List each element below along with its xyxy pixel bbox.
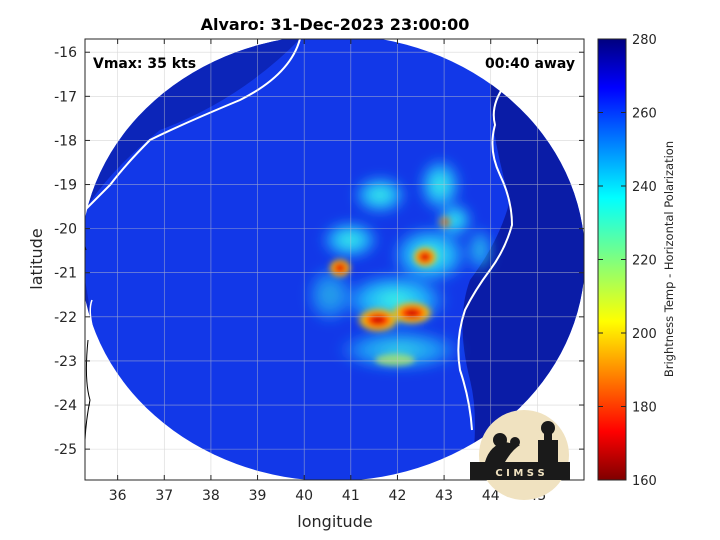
y-tick-label: -21	[54, 266, 77, 282]
colorbar-tick-label: 200	[632, 327, 657, 342]
coastline-africa	[85, 39, 301, 211]
axes-frame	[84, 38, 585, 481]
x-tick-label: 37	[155, 488, 173, 504]
y-tick-label: -23	[54, 354, 77, 370]
x-tick-label: 38	[202, 488, 220, 504]
colorbar-tick-label: 260	[632, 107, 657, 122]
y-tick-label: -19	[54, 178, 77, 194]
y-tick-label: -16	[54, 45, 77, 61]
colorbar-ticks: 280 260 240 220 200 180 160	[598, 33, 657, 489]
y-tick-label: -17	[54, 89, 77, 105]
logo-text: C I M S S	[495, 468, 544, 479]
y-tick-label: -25	[54, 442, 77, 458]
x-tick-label: 36	[109, 488, 127, 504]
x-tick-label: 39	[249, 488, 267, 504]
colorbar-tick-label: 180	[632, 401, 657, 416]
colorbar-tick-label: 160	[632, 474, 657, 489]
colorbar-tick-label: 220	[632, 254, 657, 269]
x-axis-label: longitude	[297, 512, 372, 531]
colorbar-label: Brightness Temp - Horizontal Polarizatio…	[662, 141, 676, 377]
x-tick-label: 44	[482, 488, 500, 504]
time-offset-label: 00:40 away	[485, 56, 575, 72]
x-tick-label: 42	[389, 488, 407, 504]
satellite-swath	[85, 39, 584, 480]
y-tick-label: -24	[54, 398, 77, 414]
x-tick-label: 41	[342, 488, 360, 504]
grid	[85, 39, 584, 480]
y-tick-label: -20	[54, 222, 77, 238]
coastline-madagascar	[457, 39, 584, 431]
y-tick-label: -18	[54, 133, 77, 149]
x-axis: 36373839404142434445	[109, 39, 546, 504]
y-tick-label: -22	[54, 310, 77, 326]
cimss-logo: C I M S S	[470, 410, 570, 500]
chart-title: Alvaro: 31-Dec-2023 23:00:00	[201, 15, 470, 34]
x-tick-label: 40	[295, 488, 313, 504]
vmax-label: Vmax: 35 kts	[93, 56, 196, 72]
y-axis: -16 -17 -18 -19 -20 -21 -22 -23 -24 -25	[54, 45, 584, 458]
colorbar-tick-label: 280	[632, 33, 657, 48]
colorbar-tick-label: 240	[632, 180, 657, 195]
x-tick-label: 43	[435, 488, 453, 504]
y-axis-label: latitude	[27, 228, 46, 289]
